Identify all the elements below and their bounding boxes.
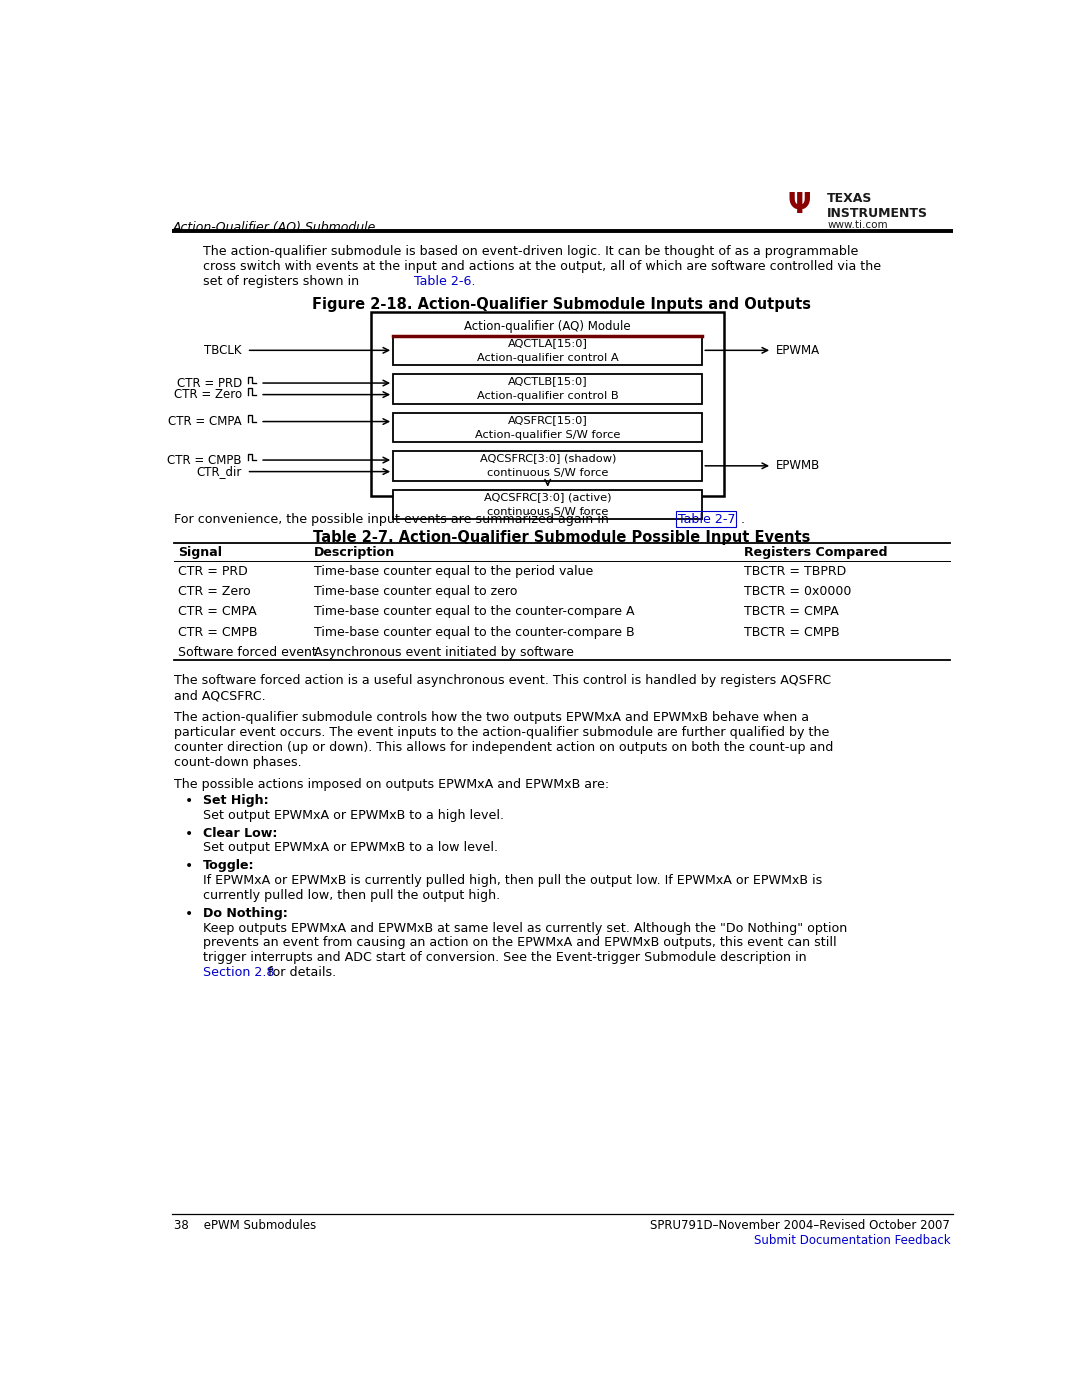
Text: Time-base counter equal to the period value: Time-base counter equal to the period va… — [314, 564, 593, 577]
Text: Time-base counter equal to the counter-compare A: Time-base counter equal to the counter-c… — [314, 605, 635, 619]
Text: SPRU791D–November 2004–Revised October 2007: SPRU791D–November 2004–Revised October 2… — [650, 1220, 950, 1232]
Text: CTR = CMPB: CTR = CMPB — [167, 454, 242, 467]
Text: Do Nothing:: Do Nothing: — [203, 907, 288, 919]
Text: If EPWMxA or EPWMxB is currently pulled high, then pull the output low. If EPWMx: If EPWMxA or EPWMxB is currently pulled … — [203, 875, 823, 887]
Text: EPWMA: EPWMA — [775, 344, 820, 356]
Text: TEXAS
INSTRUMENTS: TEXAS INSTRUMENTS — [827, 193, 928, 221]
Text: Action-Qualifier (AQ) Submodule: Action-Qualifier (AQ) Submodule — [172, 221, 376, 233]
Text: CTR = CMPA: CTR = CMPA — [168, 415, 242, 427]
Text: Time-base counter equal to zero: Time-base counter equal to zero — [314, 585, 517, 598]
Text: for details.: for details. — [264, 965, 336, 979]
Text: cross switch with events at the input and actions at the output, all of which ar: cross switch with events at the input an… — [203, 260, 881, 274]
Text: CTR = PRD: CTR = PRD — [177, 377, 242, 390]
Text: 38    ePWM Submodules: 38 ePWM Submodules — [174, 1220, 316, 1232]
Text: •: • — [185, 859, 193, 873]
Text: •: • — [185, 827, 193, 841]
Text: AQCTLA[15:0]: AQCTLA[15:0] — [508, 338, 588, 348]
Text: EPWMB: EPWMB — [775, 460, 820, 472]
Text: currently pulled low, then pull the output high.: currently pulled low, then pull the outp… — [203, 888, 500, 902]
Text: Software forced event: Software forced event — [178, 647, 318, 659]
Text: TBCTR = CMPB: TBCTR = CMPB — [744, 626, 840, 638]
Text: AQCSFRC[3:0] (active): AQCSFRC[3:0] (active) — [484, 492, 611, 502]
Text: Set output EPWMxA or EPWMxB to a high level.: Set output EPWMxA or EPWMxB to a high le… — [203, 809, 504, 821]
Text: The possible actions imposed on outputs EPWMxA and EPWMxB are:: The possible actions imposed on outputs … — [174, 778, 609, 791]
Text: Action-qualifier control A: Action-qualifier control A — [477, 352, 619, 363]
Text: Set output EPWMxA or EPWMxB to a low level.: Set output EPWMxA or EPWMxB to a low lev… — [203, 841, 498, 855]
Text: AQSFRC[15:0]: AQSFRC[15:0] — [508, 415, 588, 425]
Text: Figure 2-18. Action-Qualifier Submodule Inputs and Outputs: Figure 2-18. Action-Qualifier Submodule … — [312, 298, 811, 312]
Text: counter direction (up or down). This allows for independent action on outputs on: counter direction (up or down). This all… — [174, 740, 833, 754]
Text: Toggle:: Toggle: — [203, 859, 255, 872]
Text: Asynchronous event initiated by software: Asynchronous event initiated by software — [314, 647, 573, 659]
Bar — [393, 451, 702, 481]
Text: TBCTR = TBPRD: TBCTR = TBPRD — [744, 564, 847, 577]
Text: Action-qualifier (AQ) Module: Action-qualifier (AQ) Module — [464, 320, 631, 332]
Bar — [393, 335, 702, 365]
Text: Action-qualifier control B: Action-qualifier control B — [477, 391, 619, 401]
Text: prevents an event from causing an action on the EPWMxA and EPWMxB outputs, this : prevents an event from causing an action… — [203, 936, 837, 950]
Text: TBCTR = CMPA: TBCTR = CMPA — [744, 605, 839, 619]
Text: Set High:: Set High: — [203, 793, 269, 807]
Text: Time-base counter equal to the counter-compare B: Time-base counter equal to the counter-c… — [314, 626, 635, 638]
Text: AQCTLB[15:0]: AQCTLB[15:0] — [508, 377, 588, 387]
Text: AQCSFRC[3:0] (shadow): AQCSFRC[3:0] (shadow) — [480, 454, 616, 464]
Text: Section 2.8: Section 2.8 — [203, 965, 274, 979]
Text: continuous S/W force: continuous S/W force — [487, 468, 608, 478]
Text: Action-qualifier S/W force: Action-qualifier S/W force — [475, 430, 620, 440]
Text: Clear Low:: Clear Low: — [203, 827, 278, 840]
Text: Table 2-7: Table 2-7 — [677, 513, 735, 525]
Text: CTR = CMPA: CTR = CMPA — [178, 605, 257, 619]
Bar — [393, 412, 702, 441]
Text: .: . — [741, 513, 745, 525]
Text: CTR = Zero: CTR = Zero — [174, 388, 242, 401]
Text: Description: Description — [314, 546, 395, 559]
Text: count-down phases.: count-down phases. — [174, 756, 301, 768]
Text: •: • — [185, 793, 193, 807]
Text: TBCTR = 0x0000: TBCTR = 0x0000 — [744, 585, 851, 598]
Text: CTR_dir: CTR_dir — [197, 465, 242, 478]
Bar — [393, 374, 702, 404]
Text: www.ti.com: www.ti.com — [827, 219, 888, 231]
Text: Signal: Signal — [178, 546, 222, 559]
Text: Table 2-6.: Table 2-6. — [414, 275, 475, 288]
Text: and AQCSFRC.: and AQCSFRC. — [174, 689, 266, 703]
Text: CTR = Zero: CTR = Zero — [178, 585, 251, 598]
Text: CTR = PRD: CTR = PRD — [178, 564, 248, 577]
Text: Ψ: Ψ — [787, 191, 811, 219]
Text: Submit Documentation Feedback: Submit Documentation Feedback — [754, 1234, 950, 1248]
Text: •: • — [185, 907, 193, 921]
Text: Keep outputs EPWMxA and EPWMxB at same level as currently set. Although the "Do : Keep outputs EPWMxA and EPWMxB at same l… — [203, 922, 848, 935]
Text: trigger interrupts and ADC start of conversion. See the Event-trigger Submodule : trigger interrupts and ADC start of conv… — [203, 951, 807, 964]
Text: The action-qualifier submodule is based on event-driven logic. It can be thought: The action-qualifier submodule is based … — [203, 246, 859, 258]
Text: particular event occurs. The event inputs to the action-qualifier submodule are : particular event occurs. The event input… — [174, 726, 829, 739]
Text: Registers Compared: Registers Compared — [744, 546, 888, 559]
Bar — [393, 489, 702, 520]
Text: For convenience, the possible input events are summarized again in: For convenience, the possible input even… — [174, 513, 612, 525]
Text: Table 2-7. Action-Qualifier Submodule Possible Input Events: Table 2-7. Action-Qualifier Submodule Po… — [312, 531, 810, 545]
Text: continuous S/W force: continuous S/W force — [487, 507, 608, 517]
Text: The software forced action is a useful asynchronous event. This control is handl: The software forced action is a useful a… — [174, 675, 831, 687]
Text: set of registers shown in: set of registers shown in — [203, 275, 363, 288]
Text: CTR = CMPB: CTR = CMPB — [178, 626, 258, 638]
Text: The action-qualifier submodule controls how the two outputs EPWMxA and EPWMxB be: The action-qualifier submodule controls … — [174, 711, 809, 724]
Text: TBCLK: TBCLK — [204, 344, 242, 356]
Bar — [372, 313, 724, 496]
